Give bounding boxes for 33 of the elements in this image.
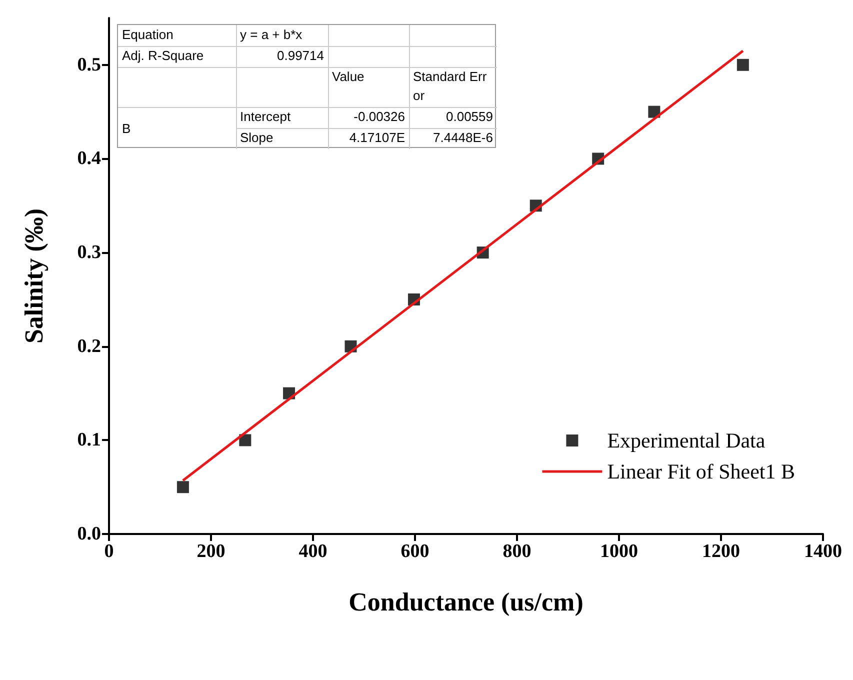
annotation: Slope (240, 129, 274, 147)
annotation: 7.4448E-6 (432, 129, 493, 147)
annotation: -0.00326 (352, 108, 405, 126)
x-tick-label: 400 (298, 541, 328, 562)
annotation: Standard Error (413, 68, 488, 105)
x-tick-label: 1000 (600, 541, 638, 562)
annotation: 0.00559 (445, 108, 493, 126)
x-tick-label: 1400 (804, 541, 842, 562)
annotation: Adj. R-Square (122, 47, 205, 65)
point (176, 481, 189, 494)
annotation: Value (332, 68, 366, 86)
y-tick-label: 0.5 (77, 54, 101, 76)
y-tick-label: 0.4 (77, 148, 102, 170)
x-axis-title: Conductance (us/cm) (348, 588, 584, 616)
y-tick-label: 0.3 (77, 242, 101, 264)
y-tick-label: 0.1 (77, 430, 101, 451)
annotation: Intercept (240, 108, 292, 126)
annotation: 4.17107E (348, 129, 405, 147)
annotation: B (122, 120, 132, 138)
annotation: 0.99714 (276, 47, 324, 65)
legend-label: Linear Fit of Sheet1 B (607, 460, 796, 484)
x-tick-label: 1200 (702, 541, 740, 562)
y-tick-label: 0.2 (77, 336, 101, 357)
x-tick-label: 200 (196, 541, 226, 562)
x-tick-label: 0 (104, 541, 114, 562)
annotation: y = a + b*x (240, 26, 304, 44)
x-tick-label: 800 (502, 541, 532, 562)
annotation: Equation (122, 26, 174, 44)
legend-label: Experimental Data (607, 428, 766, 452)
point (736, 58, 749, 71)
y-axis-title: Salinity (‰) (20, 208, 48, 344)
y-tick-label: 0.0 (77, 524, 101, 544)
x-tick-label: 600 (400, 541, 430, 562)
